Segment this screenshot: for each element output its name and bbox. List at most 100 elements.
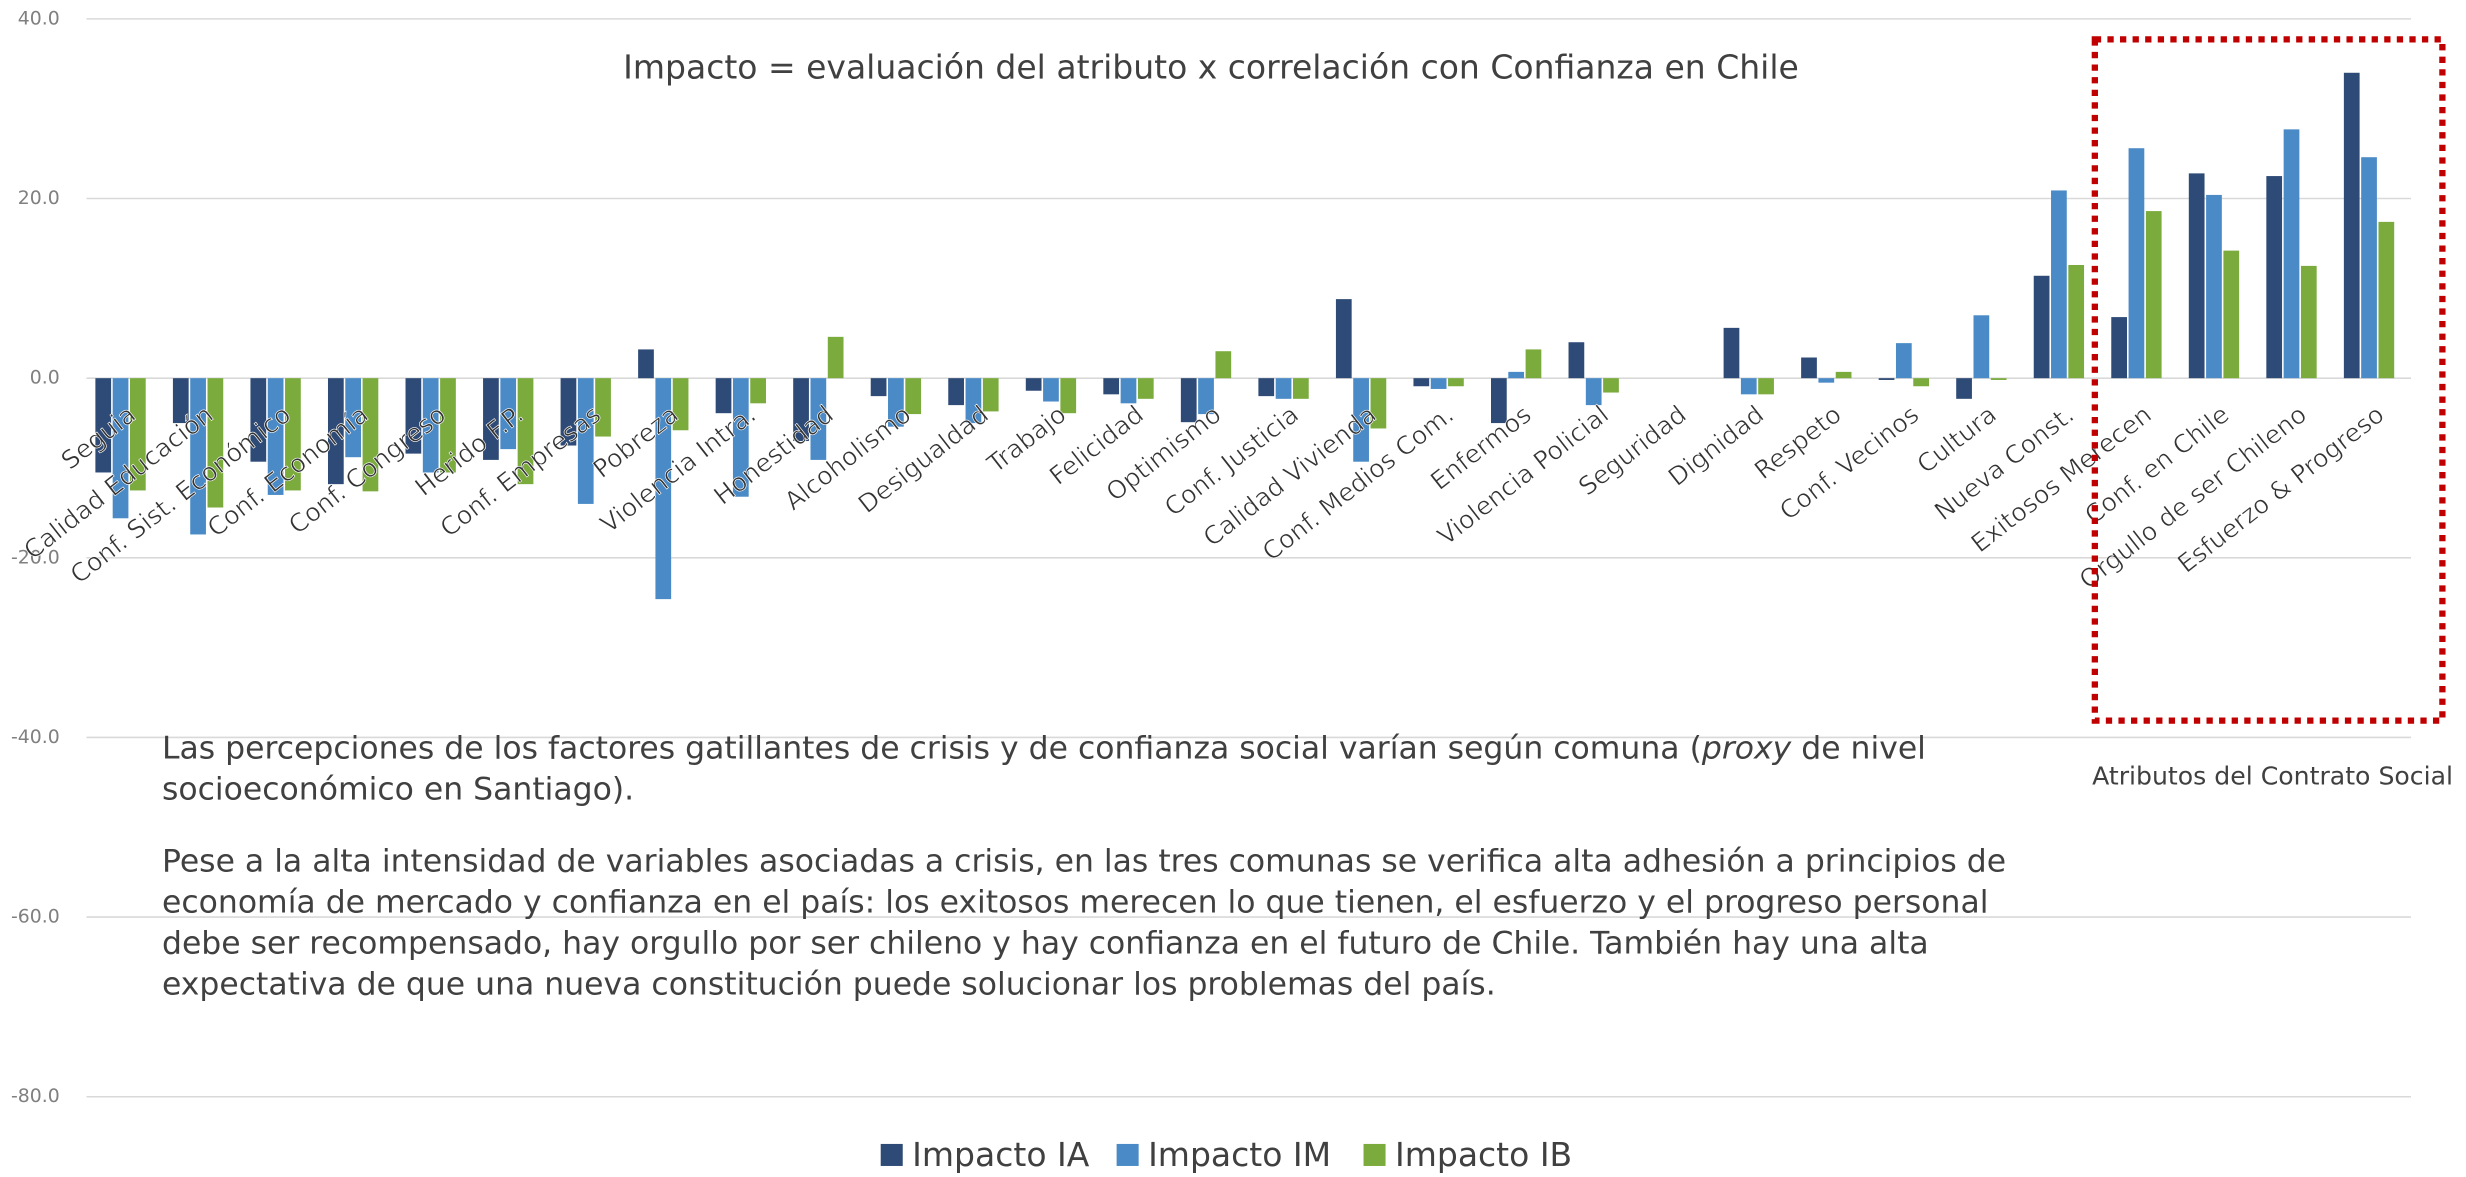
bar (1740, 378, 1757, 395)
bar (267, 378, 284, 495)
notes: Las percepciones de los factores gatilla… (162, 727, 2034, 1035)
y-tick-label: 20.0 (18, 187, 60, 209)
legend-swatch (1363, 1143, 1386, 1166)
bar (1292, 378, 1309, 399)
bar (810, 378, 827, 460)
paragraph: Las percepciones de los factores gatilla… (162, 727, 2034, 809)
bar (2223, 250, 2240, 379)
bar (2361, 157, 2377, 379)
bar (715, 378, 732, 414)
y-tick-label: -60.0 (11, 906, 60, 928)
bar (1878, 378, 1895, 380)
bar (948, 378, 964, 406)
bar (1895, 343, 1912, 379)
bar (1973, 315, 1990, 379)
bar (1758, 378, 1774, 395)
bar (517, 378, 534, 485)
y-tick-label: -80.0 (11, 1085, 60, 1107)
bar (1025, 378, 1042, 391)
bar (1508, 371, 1525, 379)
bar (2145, 211, 2162, 379)
bar (129, 378, 146, 491)
bar (1137, 378, 1154, 399)
bar (1103, 378, 1120, 395)
bar (190, 378, 206, 535)
bar (327, 378, 344, 485)
bar (560, 378, 577, 446)
legend: Impacto IA Impacto IM Impacto IB (880, 1135, 1572, 1174)
bar (1585, 378, 1602, 406)
grid: -80.0 -60.0 -40.0 -20.0 0.0 20.0 40.0 (11, 7, 2411, 1107)
text: de nivel socioeconómico en Santiago). (161, 728, 1926, 808)
y-tick-label: 0.0 (30, 367, 60, 389)
bar (595, 378, 611, 437)
bar (1835, 371, 1852, 379)
y-tick-label: -40.0 (11, 726, 60, 748)
legend-swatch (880, 1143, 903, 1166)
bar (2111, 317, 2127, 379)
bar (422, 378, 439, 473)
text: Las percepciones de los factores gatilla… (161, 728, 1702, 767)
bar (112, 378, 129, 519)
bar (1525, 349, 1542, 379)
bar (1956, 378, 1972, 399)
bar (95, 378, 112, 473)
bar (1603, 378, 1619, 393)
bar (1490, 378, 1507, 424)
bar (1448, 378, 1464, 387)
bars (95, 72, 2395, 600)
bar (793, 378, 809, 442)
bar (345, 378, 362, 458)
bar (638, 349, 654, 379)
bar (1370, 378, 1387, 429)
bar (2033, 275, 2050, 379)
bar (2283, 129, 2300, 379)
paragraph: Pese a la alta intensidad de variables a… (161, 841, 2007, 1003)
bar (1568, 342, 1585, 379)
bar (577, 378, 594, 504)
bar (2378, 221, 2395, 379)
bar (2188, 173, 2205, 379)
bar (732, 378, 749, 497)
legend-label: Impacto IB (1395, 1135, 1572, 1174)
bar (172, 378, 189, 424)
bar (750, 378, 766, 404)
highlight-box (2091, 36, 2446, 724)
y-tick-label: 40.0 (18, 7, 60, 29)
bar (2051, 190, 2067, 379)
bar (2266, 176, 2283, 379)
bar (1818, 378, 1835, 383)
bar (655, 378, 672, 600)
bar (405, 378, 422, 454)
bar (250, 378, 267, 462)
bar (870, 378, 887, 397)
bar (1275, 378, 1292, 399)
bar (827, 336, 844, 379)
bar (1723, 327, 1740, 379)
bar (362, 378, 379, 492)
bar (1913, 378, 1929, 387)
bar (2206, 194, 2222, 379)
bar (2300, 265, 2317, 379)
y-tick-label: -20.0 (11, 546, 60, 568)
legend-label: Impacto IM (1148, 1135, 1331, 1174)
bar (207, 378, 224, 508)
bar (1353, 378, 1369, 462)
bar (1043, 378, 1059, 402)
text: proxy (1701, 728, 1792, 767)
bar (2128, 148, 2145, 379)
bar (1990, 378, 2007, 380)
bar (483, 378, 499, 460)
bar (1180, 378, 1197, 423)
legend-swatch (1116, 1143, 1139, 1166)
box-label: Atributos del Contrato Social (2092, 761, 2453, 790)
bar (285, 378, 301, 491)
bar (965, 378, 982, 424)
legend-label: Impacto IA (912, 1135, 1090, 1174)
bar (1335, 299, 1352, 379)
bar (1060, 378, 1077, 414)
bar (672, 378, 689, 431)
annotation: Impacto = evaluación del atributo x corr… (623, 48, 1799, 87)
